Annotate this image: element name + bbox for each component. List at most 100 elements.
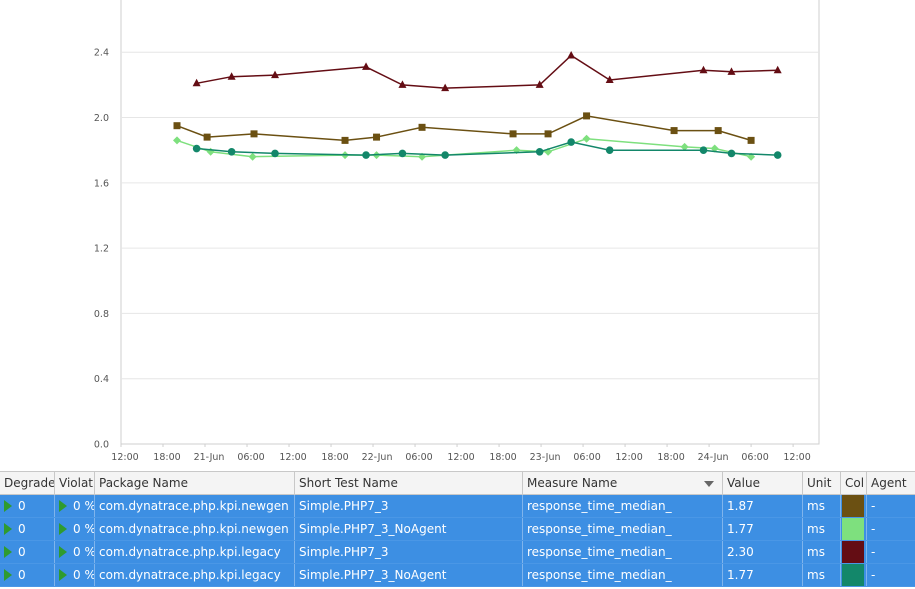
series-line-2 [196,54,778,89]
cell-text: 0 % [73,568,95,582]
column-header-unit[interactable]: Unit [803,472,841,494]
series-line-1 [176,138,752,158]
data-point [567,51,576,59]
data-point [605,146,614,154]
cell-text: ms [807,545,825,559]
color-swatch[interactable] [842,564,864,586]
color-swatch[interactable] [842,541,864,563]
data-point [773,65,782,74]
data-point [271,70,280,79]
color-swatch[interactable] [842,518,864,540]
cell-degrade: 0 [0,564,55,586]
column-header-degrade[interactable]: Degrade [0,472,55,494]
cell-degrade: 0 [0,518,55,540]
cell-text: 0 [18,499,26,513]
data-point [398,80,407,88]
cell-text: Simple.PHP7_3_NoAgent [299,522,447,536]
expand-arrow-icon[interactable] [59,523,67,535]
data-point [227,72,236,80]
cell-color [841,518,867,540]
table-body: 0 0 % com.dynatrace.php.kpi.newgen Simple.P… [0,495,915,587]
x-tick-label: 21-Jun [194,452,225,463]
column-header-measure-name[interactable]: Measure Name [523,472,723,494]
cell-text: - [871,499,876,513]
cell-text: com.dynatrace.php.kpi.newgen [99,522,289,536]
cell-package-name: com.dynatrace.php.kpi.legacy [95,564,295,586]
x-tick-label: 12:00 [279,452,306,463]
cell-text: response_time_median_ [527,499,672,513]
expand-arrow-icon[interactable] [59,500,67,512]
data-point [362,62,371,70]
cell-agent: - [867,564,915,586]
data-point [670,127,678,135]
x-tick-label: 24-Jun [698,452,729,463]
x-tick-label: 23-Jun [530,452,561,463]
color-swatch[interactable] [842,495,864,517]
cell-unit: ms [803,518,841,540]
cell-text: 0 % [73,545,95,559]
series-line-3 [196,141,778,156]
cell-short-test-name: Simple.PHP7_3 [295,541,523,563]
cell-color [841,541,867,563]
expand-arrow-icon[interactable] [4,523,12,535]
cell-text: - [871,568,876,582]
cell-violations: 0 % [55,495,95,517]
cell-value: 2.30 [723,541,803,563]
data-point [509,130,517,138]
cell-measure-name: response_time_median_ [523,495,723,517]
expand-arrow-icon[interactable] [59,569,67,581]
cell-text: 1.77 [727,568,754,582]
column-header-violations[interactable]: Violat [55,472,95,494]
table-header: Degrade Violat Package Name Short Test N… [0,471,915,495]
data-point [271,149,279,158]
column-header-value[interactable]: Value [723,472,803,494]
x-tick-label: 06:00 [405,452,432,463]
cell-agent: - [867,518,915,540]
data-point [173,136,182,145]
cell-package-name: com.dynatrace.php.kpi.legacy [95,541,295,563]
cell-violations: 0 % [55,518,95,540]
table-row[interactable]: 0 0 % com.dynatrace.php.kpi.legacy Simple.P… [0,541,915,564]
expand-arrow-icon[interactable] [4,569,12,581]
cell-short-test-name: Simple.PHP7_3_NoAgent [295,518,523,540]
sort-descending-icon[interactable] [704,481,714,487]
x-tick-label: 12:00 [783,452,810,463]
cell-unit: ms [803,495,841,517]
y-tick-label: 1.2 [94,244,109,255]
column-header-agent[interactable]: Agent [871,476,907,490]
expand-arrow-icon[interactable] [4,546,12,558]
data-point [362,151,370,159]
table-row[interactable]: 0 0 % com.dynatrace.php.kpi.newgen Simple.P… [0,495,915,518]
column-header-short-test-name[interactable]: Short Test Name [295,472,523,494]
column-header-color[interactable]: Col [841,472,867,494]
y-tick-label: 0.8 [94,309,109,320]
data-point [227,148,236,156]
data-point [583,112,591,120]
table-row[interactable]: 0 0 % com.dynatrace.php.kpi.newgen Simple.P… [0,518,915,541]
data-point [727,149,736,158]
data-point [714,127,722,135]
cell-text: 0 % [73,522,95,536]
cell-text: 0 [18,522,26,536]
data-point [418,123,426,131]
cell-text: 0 [18,568,26,582]
cell-text: response_time_median_ [527,545,672,559]
cell-text: com.dynatrace.php.kpi.legacy [99,545,281,559]
expand-arrow-icon[interactable] [4,500,12,512]
data-point [535,80,544,88]
column-header-package-name[interactable]: Package Name [95,472,295,494]
expand-arrow-icon[interactable] [59,546,67,558]
cell-text: response_time_median_ [527,522,672,536]
table-row[interactable]: 0 0 % com.dynatrace.php.kpi.legacy Simple.P… [0,564,915,587]
x-tick-label: 18:00 [153,452,180,463]
data-point [773,151,782,159]
cell-value: 1.77 [723,564,803,586]
x-tick-label: 18:00 [489,452,516,463]
cell-text: com.dynatrace.php.kpi.newgen [99,499,289,513]
data-point [441,83,450,92]
data-point [680,142,689,151]
cell-agent: - [867,541,915,563]
data-point [605,75,614,83]
y-tick-label: 1.6 [94,178,109,189]
data-point [567,138,575,146]
